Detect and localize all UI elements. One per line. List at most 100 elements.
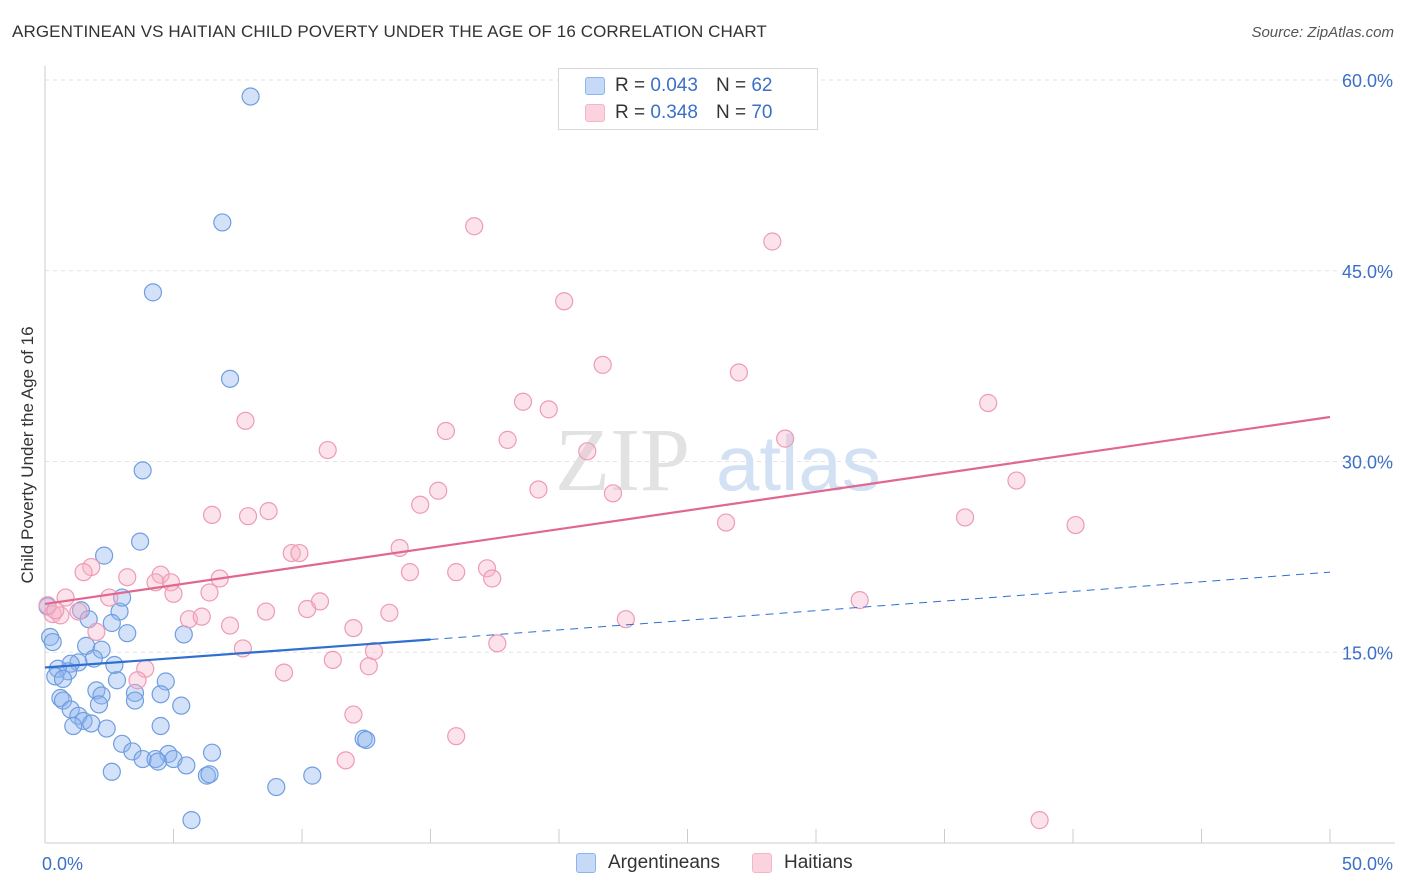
y-tick-label: 30.0% — [1342, 453, 1393, 473]
argentinean-point — [200, 765, 219, 784]
argentinean-point — [172, 696, 191, 715]
haitian-point — [323, 650, 342, 669]
series-swatch-argentineans — [576, 853, 596, 873]
haitian-point — [164, 584, 183, 603]
argentinean-point — [87, 681, 106, 700]
argentinean-point — [133, 749, 152, 769]
haitian-point — [336, 751, 355, 770]
argentinean-point — [97, 719, 116, 738]
argentinean-point — [102, 613, 121, 633]
argentinean-point — [53, 669, 73, 689]
haitian-point — [603, 484, 623, 503]
haitian-point — [282, 543, 301, 563]
haitian-point — [447, 563, 466, 582]
argentinean-point — [123, 742, 142, 761]
haitian-point — [429, 481, 448, 500]
correlation-legend: R = 0.043 N = 62 R = 0.348 N = 70 — [558, 68, 818, 130]
x-tick-label: 50.0% — [1342, 854, 1393, 874]
argentinean-point — [82, 714, 101, 733]
argentinean-point — [357, 730, 376, 750]
series-legend: Argentineans Haitians — [576, 852, 885, 874]
argentinean-trend-line-extension — [430, 571, 1331, 641]
haitian-point — [236, 411, 255, 430]
haitian-point — [716, 513, 736, 532]
haitian-point — [488, 634, 507, 653]
series-label-haitians: Haitians — [783, 852, 853, 873]
haitian-point — [118, 568, 137, 587]
haitian-point — [616, 610, 635, 629]
series-swatch-haitians — [751, 853, 772, 873]
watermark-zip: ZIP — [555, 411, 690, 510]
haitian-point — [555, 292, 574, 311]
haitian-point — [274, 663, 294, 682]
haitian-point — [100, 588, 119, 607]
argentinean-point — [102, 762, 121, 781]
haitian-point — [1066, 515, 1085, 535]
argentinean-point — [202, 743, 222, 762]
haitian-point — [529, 480, 548, 499]
y-tick-label: 15.0% — [1342, 643, 1393, 663]
argentinean-point — [118, 624, 137, 643]
argentinean-point — [130, 532, 150, 551]
argentinean-point — [64, 716, 83, 736]
series-legend-argentineans[interactable]: Argentineans — [576, 852, 720, 874]
haitian-point — [513, 392, 533, 411]
argentinean-point — [182, 811, 201, 830]
haitian-point — [238, 507, 258, 526]
haitian-point — [411, 495, 430, 514]
haitian-point — [69, 602, 88, 621]
haitian-point — [359, 657, 378, 676]
legend-n-label: N = — [715, 75, 747, 96]
haitian-point — [128, 671, 147, 690]
haitian-point — [259, 501, 278, 521]
haitian-point — [220, 616, 240, 635]
argentinean-point — [146, 749, 165, 769]
argentinean-point — [177, 756, 196, 775]
haitian-point — [483, 569, 502, 588]
argentinean-point — [151, 685, 170, 704]
haitian-point — [344, 705, 363, 724]
series-label-argentineans: Argentineans — [608, 852, 720, 873]
haitian-point — [256, 602, 276, 621]
legend-swatch-haitians — [585, 104, 605, 122]
haitian-point — [447, 727, 466, 746]
argentinean-point — [148, 752, 168, 771]
haitian-point — [498, 430, 517, 449]
argentinean-point — [105, 655, 124, 675]
y-tick-label: 60.0% — [1342, 71, 1393, 91]
argentinean-point — [112, 734, 132, 753]
haitian-trend-line — [44, 415, 1331, 606]
chart-source: Source: ZipAtlas.com — [1251, 24, 1394, 41]
x-tick-label: 0.0% — [42, 854, 83, 874]
y-tick-label: 45.0% — [1342, 262, 1393, 282]
argentinean-point — [89, 695, 109, 714]
haitian-point — [979, 393, 998, 413]
chart-title: ARGENTINEAN VS HAITIAN CHILD POVERTY UND… — [12, 22, 767, 41]
legend-r-label: R = — [615, 102, 646, 123]
legend-r-value: 0.348 — [650, 102, 698, 123]
haitian-point — [1007, 471, 1026, 490]
haitian-point — [380, 603, 399, 622]
haitian-point — [74, 563, 93, 582]
haitian-point — [344, 618, 363, 638]
haitian-point — [1030, 811, 1049, 830]
haitian-point — [200, 583, 219, 602]
argentinean-point — [151, 716, 170, 736]
series-legend-haitians[interactable]: Haitians — [751, 852, 853, 874]
argentinean-point — [213, 213, 232, 232]
haitian-point — [763, 232, 782, 251]
haitian-point — [850, 591, 869, 610]
haitian-point — [290, 543, 309, 563]
argentinean-point — [125, 691, 145, 710]
haitian-point — [465, 217, 484, 236]
haitian-point — [539, 400, 558, 419]
legend-n-value: 62 — [751, 75, 773, 96]
argentinean-point — [51, 688, 70, 708]
haitian-point — [87, 622, 106, 642]
argentinean-point — [220, 369, 240, 388]
haitian-point — [593, 355, 612, 374]
argentinean-point — [267, 777, 286, 797]
watermark-atlas: atlas — [716, 419, 881, 507]
haitian-point — [776, 429, 795, 448]
argentinean-point — [133, 461, 152, 480]
